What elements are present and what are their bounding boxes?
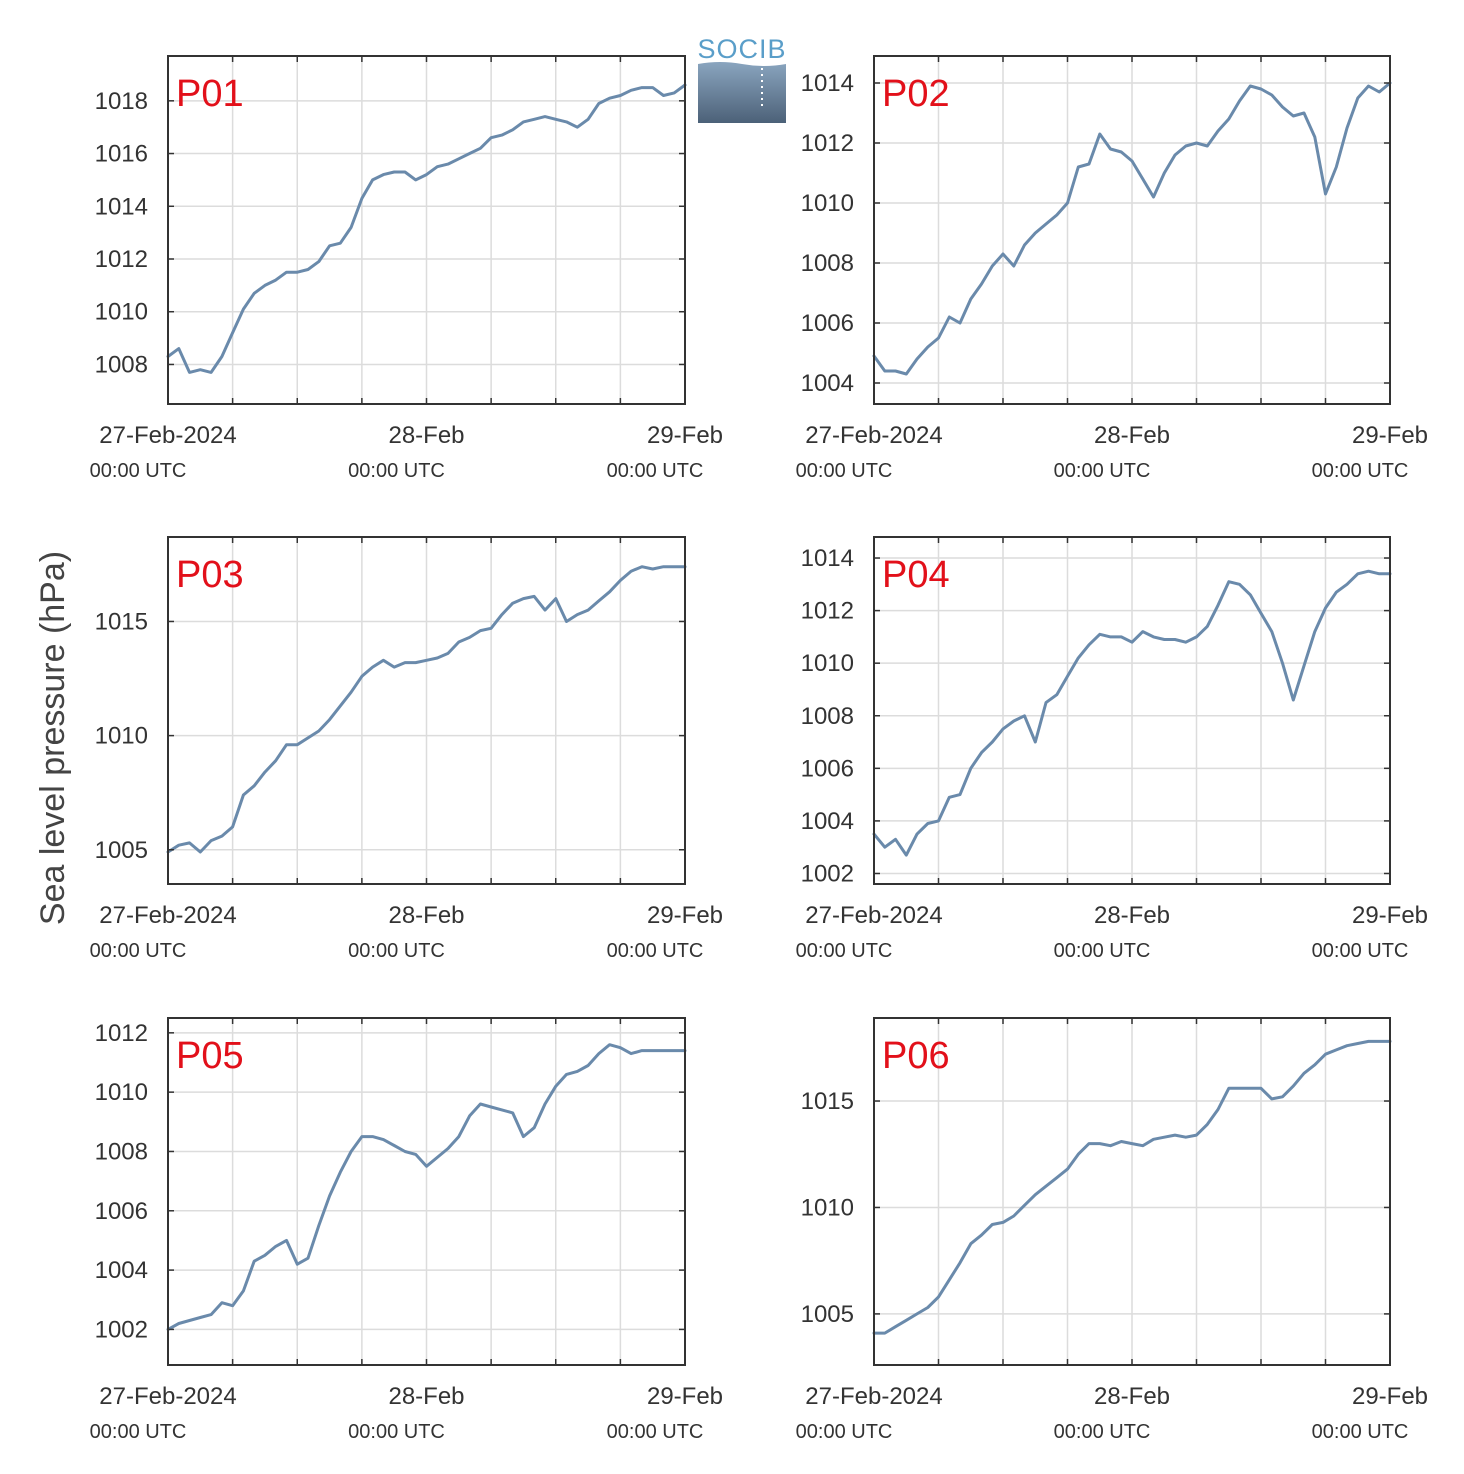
x-tick-label-time: 00:00 UTC <box>90 1421 187 1443</box>
series-line <box>872 1039 1392 1335</box>
y-tick-label: 1006 <box>801 755 854 782</box>
x-tick-label-date: 27-Feb-2024 <box>99 1383 236 1410</box>
y-tick-label: 1008 <box>95 351 148 378</box>
y-tick-label: 1016 <box>95 141 148 168</box>
panel-label: P02 <box>882 73 950 115</box>
x-tick-label-date: 29-Feb <box>1352 422 1428 449</box>
x-tick-label-time: 00:00 UTC <box>1312 940 1409 962</box>
y-tick-label: 1004 <box>95 1257 148 1284</box>
x-tick-label-date: 29-Feb <box>1352 1383 1428 1410</box>
y-tick-label: 1004 <box>801 370 854 397</box>
y-tick-label: 1010 <box>801 1194 854 1221</box>
x-tick-label-time: 00:00 UTC <box>348 460 445 482</box>
x-tick-label-time: 00:00 UTC <box>607 940 704 962</box>
chart-panel-p05: 1002 1004 1006 1008 1010 1012 27-Feb-2024 00:00… <box>90 1017 723 1443</box>
y-tick-label: 1004 <box>801 808 854 835</box>
chart-panel-p03: 1005 1010 1015 27-Feb-2024 00:00 UTC 28-Feb 00… <box>90 536 723 962</box>
y-tick-label: 1015 <box>801 1088 854 1115</box>
x-tick-label-time: 00:00 UTC <box>348 1421 445 1443</box>
y-tick-label: 1010 <box>801 190 854 217</box>
y-tick-label: 1014 <box>801 70 854 97</box>
x-tick-label-time: 00:00 UTC <box>90 940 187 962</box>
y-tick-label: 1006 <box>801 310 854 337</box>
y-tick-label: 1010 <box>801 650 854 677</box>
y-tick-label: 1008 <box>95 1138 148 1165</box>
x-tick-label-date: 29-Feb <box>647 902 723 929</box>
panel-label: P04 <box>882 554 950 596</box>
x-tick-label-time: 00:00 UTC <box>607 1421 704 1443</box>
chart-panel-p01: 1008 1010 1012 1014 1016 1018 27-Feb-2024 00:00… <box>90 55 723 482</box>
x-tick-label-date: 28-Feb <box>388 1383 464 1410</box>
y-tick-label: 1002 <box>95 1316 148 1343</box>
y-tick-label: 1014 <box>95 193 148 220</box>
y-tick-label: 1014 <box>801 545 854 572</box>
charts-grid: 1008 1010 1012 1014 1016 1018 27-Feb-2024 00:00… <box>90 55 1428 1443</box>
chart-panel-p04: 1002 1004 1006 1008 1010 1012 1014 27-Feb-2024 0… <box>796 536 1428 962</box>
logo-text: SOCIB <box>697 34 786 64</box>
panel-label: P01 <box>176 73 244 115</box>
series-line <box>166 83 687 374</box>
panel-label: P03 <box>176 554 244 596</box>
y-tick-label: 1018 <box>95 88 148 115</box>
socib-logo: SOCIB <box>697 34 786 123</box>
y-axis-label: Sea level pressure (hPa) <box>34 551 72 925</box>
y-tick-label: 1012 <box>801 130 854 157</box>
y-tick-label: 1002 <box>801 860 854 887</box>
panel-label: P06 <box>882 1035 950 1077</box>
x-tick-label-date: 28-Feb <box>1094 422 1170 449</box>
y-tick-label: 1010 <box>95 299 148 326</box>
x-tick-label-date: 27-Feb-2024 <box>805 422 942 449</box>
x-tick-label-date: 27-Feb-2024 <box>805 902 942 929</box>
series-line <box>872 81 1392 376</box>
x-tick-label-date: 29-Feb <box>647 422 723 449</box>
y-tick-label: 1008 <box>801 250 854 277</box>
x-tick-label-time: 00:00 UTC <box>1054 940 1151 962</box>
y-tick-label: 1005 <box>95 837 148 864</box>
x-tick-label-time: 00:00 UTC <box>1312 460 1409 482</box>
x-tick-label-time: 00:00 UTC <box>796 940 893 962</box>
x-tick-label-time: 00:00 UTC <box>348 940 445 962</box>
y-tick-label: 1006 <box>95 1198 148 1225</box>
x-tick-label-date: 29-Feb <box>647 1383 723 1410</box>
x-tick-label-time: 00:00 UTC <box>607 460 704 482</box>
y-tick-label: 1012 <box>801 598 854 625</box>
x-tick-label-time: 00:00 UTC <box>796 1421 893 1443</box>
series-line <box>872 569 1392 857</box>
x-tick-label-date: 28-Feb <box>1094 1383 1170 1410</box>
x-tick-label-date: 29-Feb <box>1352 902 1428 929</box>
panel-label: P05 <box>176 1035 244 1077</box>
series-line <box>166 565 687 854</box>
y-tick-label: 1012 <box>95 1020 148 1047</box>
x-tick-label-date: 28-Feb <box>388 422 464 449</box>
x-tick-label-date: 28-Feb <box>388 902 464 929</box>
y-tick-label: 1012 <box>95 246 148 273</box>
x-tick-label-date: 28-Feb <box>1094 902 1170 929</box>
x-tick-label-time: 00:00 UTC <box>796 460 893 482</box>
series-line <box>166 1043 687 1331</box>
chart-panel-p06: 1005 1010 1015 27-Feb-2024 00:00 UTC 28-Feb 00… <box>796 1017 1428 1443</box>
logo-wave-shape <box>698 62 786 123</box>
x-tick-label-date: 27-Feb-2024 <box>805 1383 942 1410</box>
chart-panel-p02: 1004 1006 1008 1010 1012 1014 27-Feb-2024 00:00… <box>796 55 1428 482</box>
x-tick-label-time: 00:00 UTC <box>90 460 187 482</box>
x-tick-label-time: 00:00 UTC <box>1054 460 1151 482</box>
y-tick-label: 1015 <box>95 608 148 635</box>
y-tick-label: 1005 <box>801 1301 854 1328</box>
x-tick-label-date: 27-Feb-2024 <box>99 902 236 929</box>
y-tick-label: 1008 <box>801 703 854 730</box>
x-tick-label-time: 00:00 UTC <box>1312 1421 1409 1443</box>
y-tick-label: 1010 <box>95 1079 148 1106</box>
x-tick-label-date: 27-Feb-2024 <box>99 422 236 449</box>
y-tick-label: 1010 <box>95 723 148 750</box>
x-tick-label-time: 00:00 UTC <box>1054 1421 1151 1443</box>
